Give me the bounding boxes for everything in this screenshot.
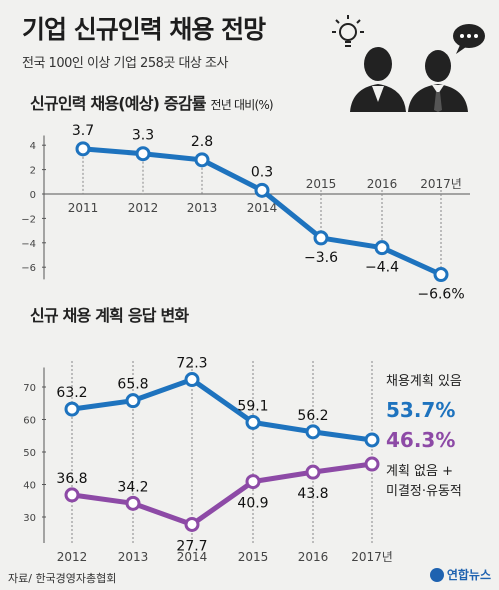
chart-subtitle: 전국 100인 이상 기업 258곳 대상 조사 xyxy=(22,56,228,71)
chart1-value-label: −4.4 xyxy=(365,260,399,276)
chart1-y-tick-label: 4 xyxy=(30,141,36,152)
chart1-x-label: 2017년 xyxy=(420,177,462,191)
chart1-x-label: 2016 xyxy=(367,177,398,191)
chart1-point xyxy=(313,230,329,246)
chart1-y-tick-label: −6 xyxy=(21,263,36,274)
chart2-x-label: 2014 xyxy=(177,550,208,564)
chart1-x-label: 2014 xyxy=(247,201,278,215)
chart2-value-label: 43.8 xyxy=(297,486,328,502)
chart2-value-label: 59.1 xyxy=(237,398,268,414)
chart1-value-label: −3.6 xyxy=(304,250,338,266)
chart2-value-label: 63.2 xyxy=(56,385,87,401)
chart2-x-label: 2012 xyxy=(57,550,88,564)
chart2-point xyxy=(64,401,80,417)
chart1-point xyxy=(254,182,270,198)
chart1-unit: 전년 대비(%) xyxy=(210,98,273,112)
chart2-title: 신규 채용 계획 응답 변화 xyxy=(30,306,189,325)
lightbulb-people-icon xyxy=(332,15,485,112)
chart1-value-label: 2.8 xyxy=(191,134,213,150)
chart2-value-label: 56.2 xyxy=(297,408,328,424)
chart2-x-label: 2013 xyxy=(118,550,149,564)
logo-mark-icon xyxy=(429,567,444,582)
chart2-point xyxy=(364,432,380,448)
chart2-legend-series2-line2: 미결정·유동적 xyxy=(386,484,462,499)
chart2-value-label: 27.7 xyxy=(176,538,207,554)
chart2-final-value-series1: 53.7% xyxy=(386,398,455,422)
chart-title: 기업 신규인력 채용 전망 xyxy=(22,15,266,44)
chart1-y-tick-label: −2 xyxy=(21,214,36,225)
chart1-x-label: 2012 xyxy=(128,201,159,215)
chart1-value-label: −6.6% xyxy=(417,287,464,303)
chart1-point xyxy=(75,141,91,157)
chart1-plot: 4 2 0 −2 −4 −6 2011 2012 2013 2014 2015 2016 2017년 3.… xyxy=(21,123,470,303)
chart2-final-value-series2: 46.3% xyxy=(386,428,455,452)
chart1-title: 신규인력 채용(예상) 증감률 전년 대비(%) xyxy=(30,90,274,114)
chart2-point xyxy=(364,456,380,472)
chart2-y-tick-label: 40 xyxy=(23,481,36,492)
chart2-point xyxy=(125,393,141,409)
chart2-y-tick-label: 70 xyxy=(23,383,36,394)
chart1-point xyxy=(135,146,151,162)
source-text: 자료/ 한국경영자총협회 xyxy=(8,572,117,585)
chart2-x-label: 2017년 xyxy=(351,550,393,564)
chart2-value-label: 65.8 xyxy=(117,377,148,393)
chart2-y-tick-label: 60 xyxy=(23,416,36,427)
chart2-point xyxy=(184,372,200,388)
chart2-point xyxy=(305,424,321,440)
chart2-value-label: 72.3 xyxy=(176,356,207,372)
chart1-value-label: 3.7 xyxy=(72,123,94,139)
chart2-value-label: 40.9 xyxy=(237,496,268,512)
logo-text: 연합뉴스 xyxy=(446,568,491,582)
chart1-x-label: 2015 xyxy=(306,177,337,191)
chart2-point xyxy=(305,464,321,480)
chart1-x-label: 2011 xyxy=(68,201,99,215)
chart2-value-label: 34.2 xyxy=(117,479,148,495)
chart1-y-tick-label: 0 xyxy=(30,190,36,201)
chart1-point xyxy=(194,152,210,168)
chart2-series-line xyxy=(71,377,373,443)
news-logo: 연합뉴스 xyxy=(429,566,491,583)
chart2-y-tick-label: 30 xyxy=(23,513,36,524)
chart1-y-tick-label: 2 xyxy=(30,166,36,177)
chart1-value-label: 3.3 xyxy=(132,128,154,144)
chart1-title-text: 신규인력 채용(예상) 증감률 xyxy=(30,94,206,113)
chart1-point xyxy=(433,267,449,283)
chart2-point xyxy=(125,495,141,511)
chart2-legend-series2-line1: 계획 없음 + xyxy=(386,464,453,479)
chart1-value-label: 0.3 xyxy=(251,164,273,180)
chart2-x-label: 2016 xyxy=(298,550,329,564)
chart2-point xyxy=(64,487,80,503)
chart2-legend-series1: 채용계획 있음 xyxy=(386,374,462,389)
chart2-series-line xyxy=(71,461,373,527)
chart2-y-tick-label: 50 xyxy=(23,448,36,459)
chart2-value-label: 36.8 xyxy=(56,471,87,487)
chart2-point xyxy=(245,474,261,490)
chart2-plot: 70 60 50 40 30 2012 2013 2014 2015 2016 2017년 63.2 6… xyxy=(23,356,462,564)
chart1-y-tick-label: −4 xyxy=(21,239,36,250)
chart2-x-label: 2015 xyxy=(238,550,269,564)
chart2-point xyxy=(245,414,261,430)
chart1-x-label: 2013 xyxy=(187,201,218,215)
chart2-point xyxy=(184,516,200,532)
chart1-point xyxy=(374,240,390,256)
